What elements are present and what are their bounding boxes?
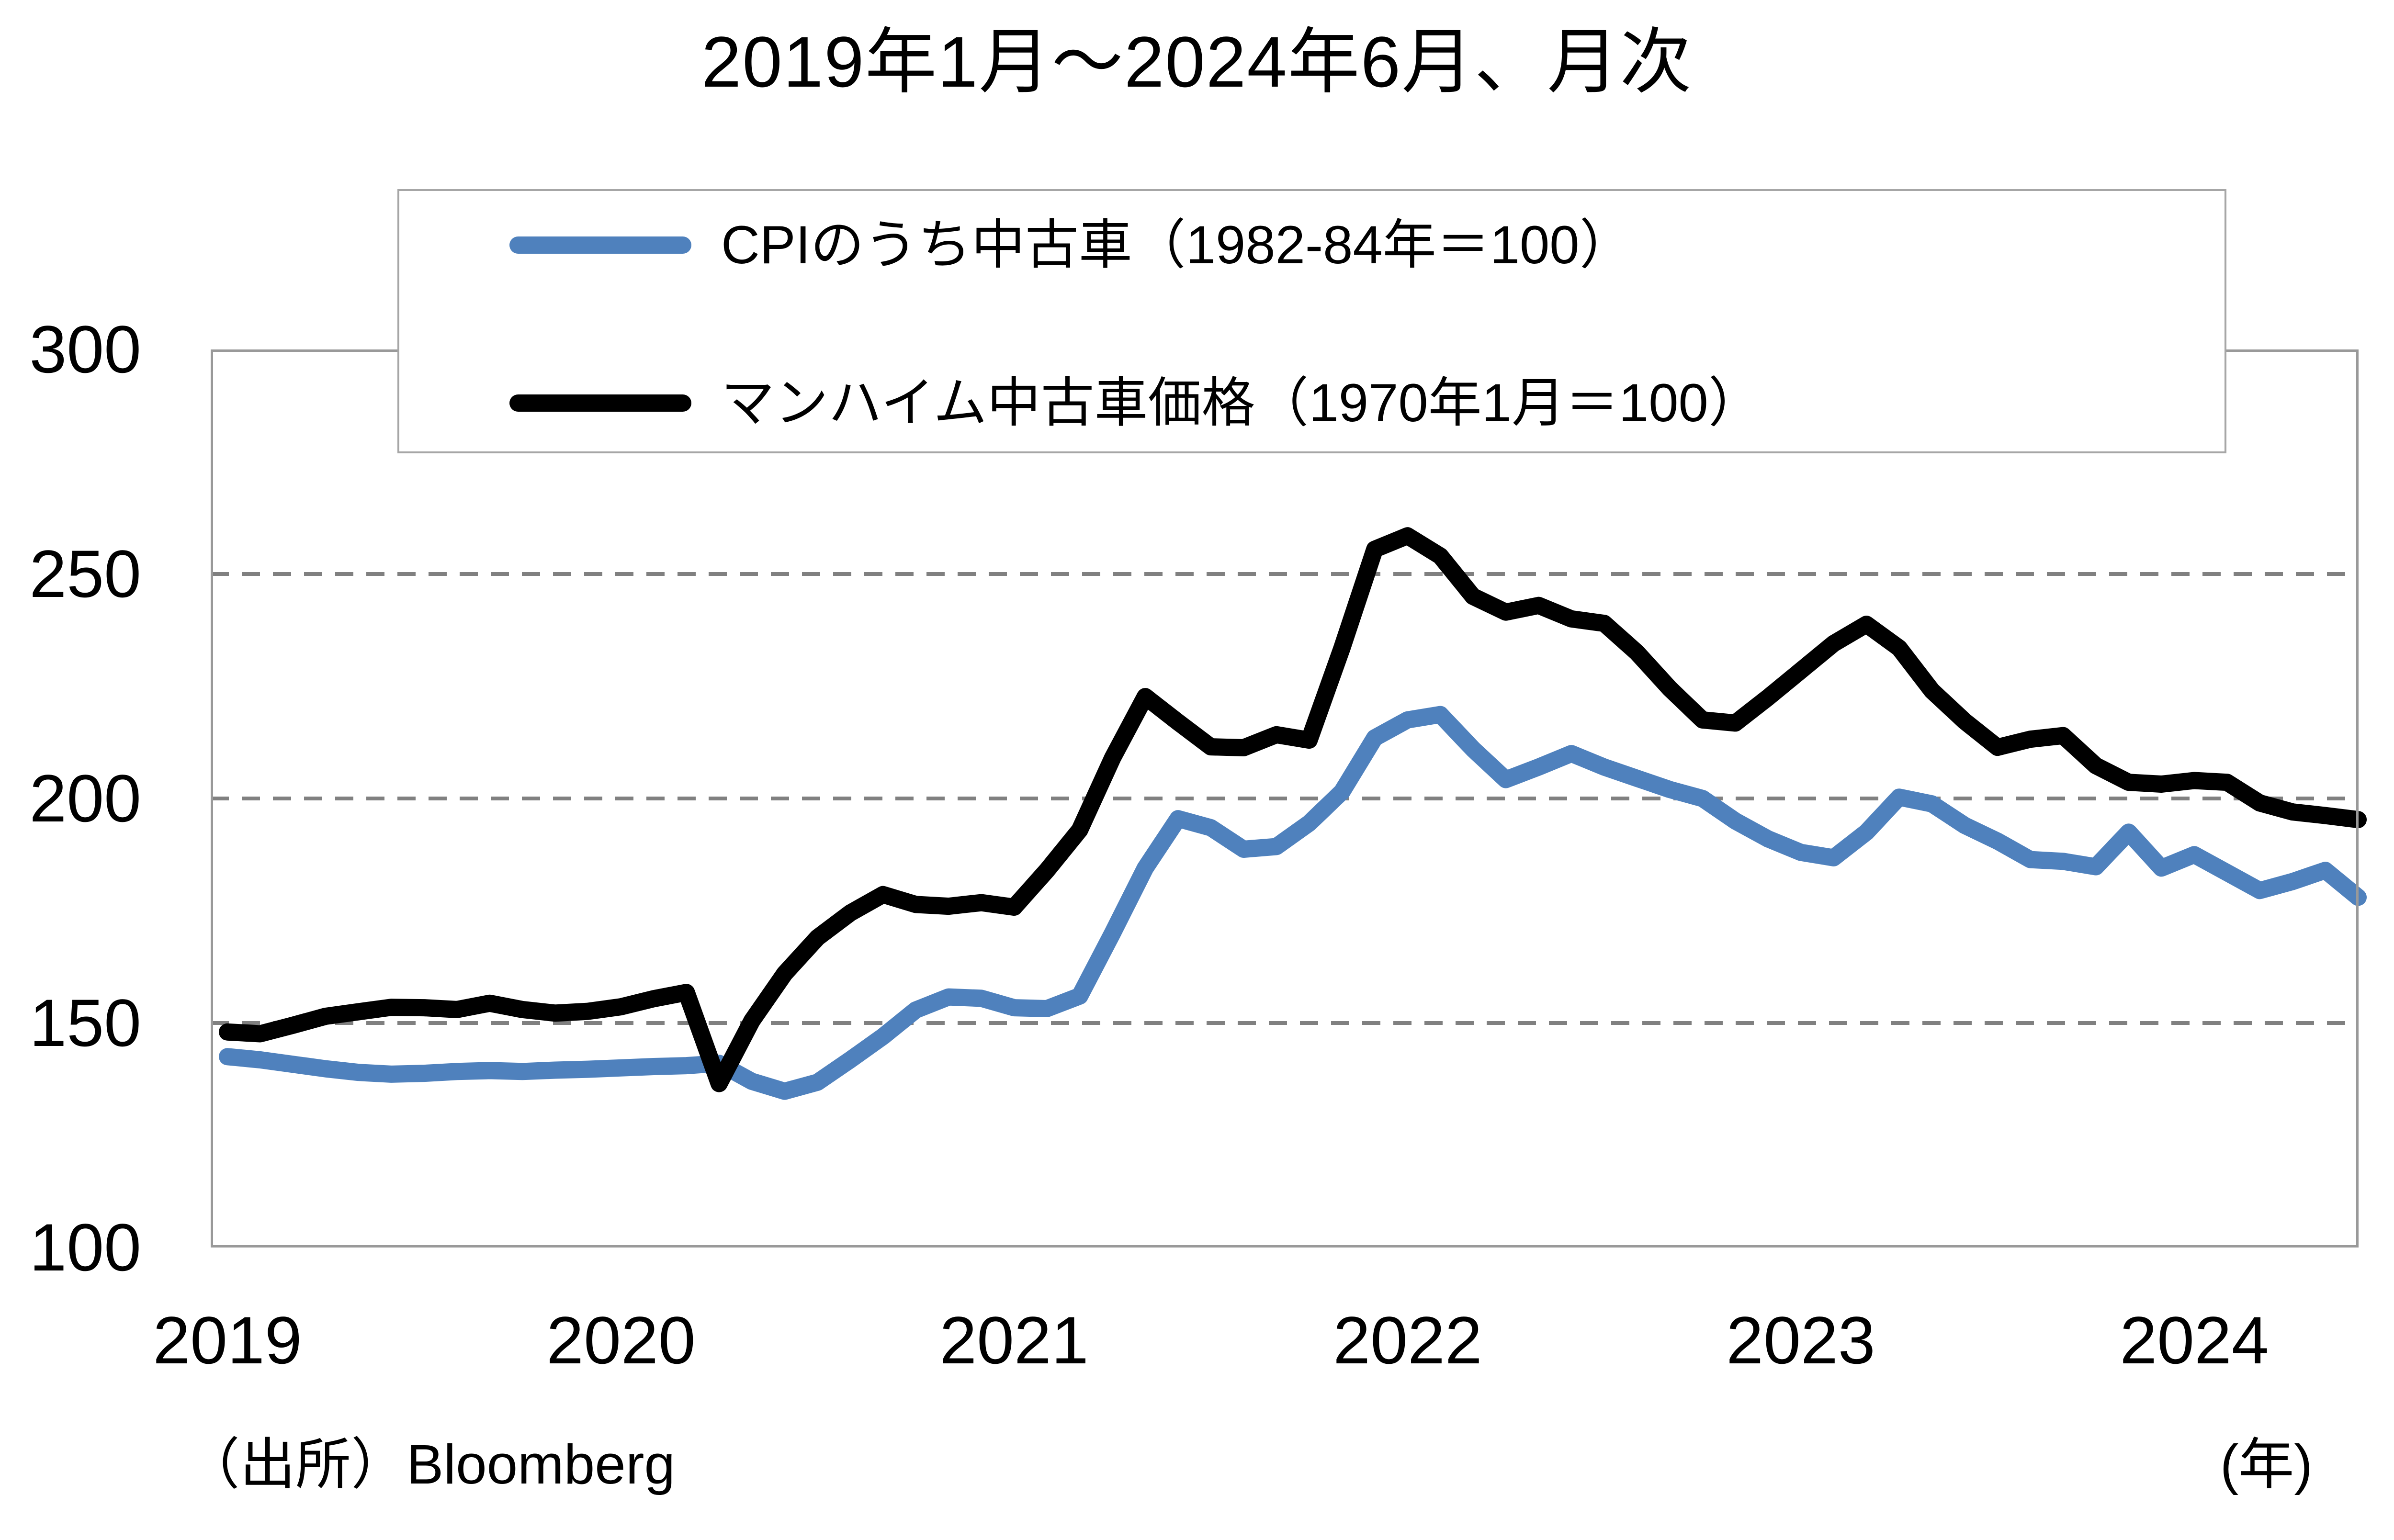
x-tick-2021: 2021 bbox=[939, 1303, 1089, 1378]
plot-svg bbox=[211, 349, 2367, 1248]
source-note: （出所）Bloomberg bbox=[184, 1433, 675, 1495]
legend-item-cpi: CPIのうち中古車（1982-84年＝100） bbox=[509, 204, 1633, 286]
chart-title: 2019年1月～2024年6月、月次 bbox=[701, 22, 1693, 102]
legend: CPIのうち中古車（1982-84年＝100） マンハイム中古車価格（1970年… bbox=[397, 189, 2226, 453]
x-axis-unit: (年) bbox=[2220, 1433, 2313, 1495]
y-tick-100: 100 bbox=[29, 1210, 141, 1285]
y-tick-250: 250 bbox=[29, 536, 141, 611]
y-tick-300: 300 bbox=[29, 312, 141, 387]
legend-item-manheim: マンハイム中古車価格（1970年1月＝100） bbox=[509, 362, 1762, 444]
x-tick-2023: 2023 bbox=[1726, 1303, 1875, 1378]
legend-label-manheim: マンハイム中古車価格（1970年1月＝100） bbox=[721, 373, 1762, 433]
manheim-line-swatch bbox=[509, 394, 691, 412]
x-tick-2022: 2022 bbox=[1333, 1303, 1482, 1378]
x-tick-2024: 2024 bbox=[2120, 1303, 2269, 1378]
y-tick-150: 150 bbox=[29, 985, 141, 1060]
x-tick-2020: 2020 bbox=[546, 1303, 696, 1378]
cpi-line-swatch bbox=[509, 236, 691, 254]
x-tick-2019: 2019 bbox=[153, 1303, 302, 1378]
legend-label-cpi: CPIのうち中古車（1982-84年＝100） bbox=[721, 215, 1633, 275]
y-tick-200: 200 bbox=[29, 761, 141, 836]
